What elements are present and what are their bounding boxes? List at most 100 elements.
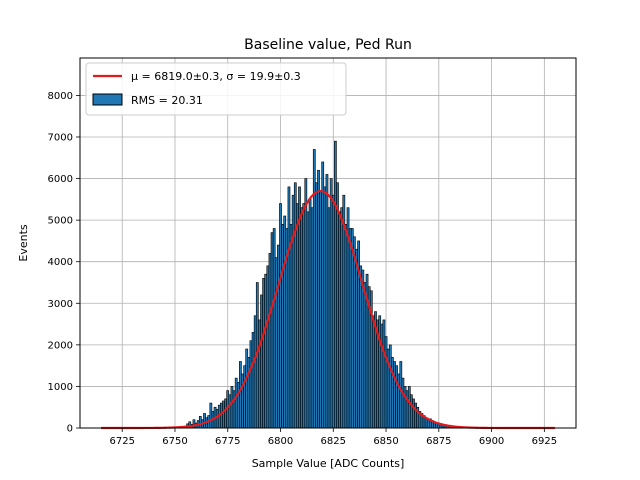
plot-frame <box>79 57 577 429</box>
histogram-bar <box>262 278 265 429</box>
histogram-bar <box>300 207 303 429</box>
histogram-bar <box>192 419 196 429</box>
x-tick-label: 6750 <box>162 436 187 447</box>
histogram-bar <box>222 400 225 429</box>
histogram-bar <box>277 244 280 429</box>
y-tick-label: 4000 <box>48 257 73 268</box>
histogram-bar <box>412 398 415 429</box>
histogram-bar <box>209 402 213 429</box>
histogram-bar <box>243 365 246 429</box>
legend: μ = 6819.0±0.3, σ = 19.9±0.3 RMS = 20.31 <box>85 62 347 116</box>
histogram-bar <box>230 386 234 429</box>
histogram-bar <box>395 365 398 429</box>
histogram-bar <box>384 336 388 429</box>
histogram-bar <box>348 228 352 429</box>
histogram-bar <box>228 394 232 429</box>
legend-histogram-swatch <box>92 93 123 106</box>
histogram-bar <box>289 223 293 429</box>
histogram-bar <box>359 265 363 429</box>
histogram-bar <box>304 178 308 429</box>
histogram-bar <box>342 194 346 429</box>
histogram-bar <box>331 194 335 429</box>
legend-box <box>85 62 347 116</box>
histogram-bar <box>334 140 337 429</box>
histogram-bar <box>264 273 268 429</box>
histogram-bar <box>281 223 284 429</box>
histogram-bar <box>403 386 407 429</box>
histogram-bar <box>239 361 242 429</box>
histogram-bar <box>251 332 255 429</box>
histogram-bar <box>329 178 333 429</box>
histogram-bar <box>287 186 291 429</box>
histogram-bar <box>361 269 365 429</box>
y-tick-label: 1000 <box>48 382 73 393</box>
histogram-bar <box>338 211 341 429</box>
histogram-bar <box>306 211 310 429</box>
histogram-bar <box>315 182 318 429</box>
histogram-bar <box>344 223 348 429</box>
histogram-bar <box>236 381 240 429</box>
histogram-bar <box>272 228 276 429</box>
histogram-bar <box>224 398 227 429</box>
histogram-bar <box>414 402 417 429</box>
histogram-bar <box>283 215 287 429</box>
x-axis-label: Sample Value [ADC Counts] <box>252 457 405 470</box>
x-tick-label: 6725 <box>109 436 134 447</box>
histogram-bar <box>245 348 249 429</box>
y-tick-label: 5000 <box>48 216 73 227</box>
y-tick-label: 0 <box>67 424 73 435</box>
histogram-bar <box>336 182 339 429</box>
histogram-bar <box>310 207 314 429</box>
histogram-bar <box>407 386 411 429</box>
histogram-bar <box>397 373 401 429</box>
histogram-bar <box>260 294 263 429</box>
y-tick-label: 3000 <box>48 299 73 310</box>
histogram-bar <box>391 357 394 429</box>
histogram-bar <box>340 207 344 429</box>
histogram-bar <box>327 207 331 429</box>
histogram-bar <box>253 315 257 429</box>
histogram-bar <box>279 203 282 429</box>
histogram-bar <box>405 390 409 429</box>
histogram-bar <box>308 199 312 429</box>
histogram-bar <box>401 377 405 429</box>
histogram-bar <box>215 408 219 429</box>
histogram-bar <box>274 257 278 429</box>
histogram-bar <box>410 394 413 429</box>
histogram-bar <box>426 419 430 429</box>
histogram-bar <box>249 340 253 429</box>
histogram-bar <box>388 344 392 429</box>
histogram-bar <box>234 377 238 429</box>
y-axis-label: Events <box>17 224 30 262</box>
histogram-bar <box>270 232 274 429</box>
histogram-bar <box>203 413 206 429</box>
x-axis-ticks: 6725 6750 6775 6800 6825 6850 6875 6900 6925 <box>109 428 557 447</box>
y-tick-label: 8000 <box>48 91 73 102</box>
histogram-bar <box>393 361 396 429</box>
histogram-bar <box>325 174 329 429</box>
histogram-bar <box>312 149 316 429</box>
histogram-bar <box>321 161 325 429</box>
x-tick-label: 6825 <box>321 436 346 447</box>
y-tick-label: 2000 <box>48 340 73 351</box>
histogram-bar <box>296 203 299 429</box>
legend-histogram-label: RMS = 20.31 <box>131 94 203 107</box>
histogram-bar <box>266 265 270 429</box>
histogram-bar <box>350 228 354 429</box>
histogram-bar <box>220 402 223 429</box>
histogram-bar <box>353 236 356 429</box>
histogram-bar <box>241 373 244 429</box>
histogram-bar <box>399 361 403 429</box>
histogram-bar <box>323 186 327 429</box>
histogram-bar <box>317 169 320 429</box>
x-tick-label: 6875 <box>426 436 451 447</box>
histogram-bar <box>291 194 295 429</box>
x-tick-label: 6900 <box>479 436 504 447</box>
histogram-bar <box>258 319 261 429</box>
legend-fit-label: μ = 6819.0±0.3, σ = 19.9±0.3 <box>131 70 301 83</box>
histogram-bar <box>363 282 367 429</box>
x-tick-label: 6775 <box>215 436 240 447</box>
histogram-bar <box>247 357 251 429</box>
x-tick-label: 6800 <box>268 436 293 447</box>
